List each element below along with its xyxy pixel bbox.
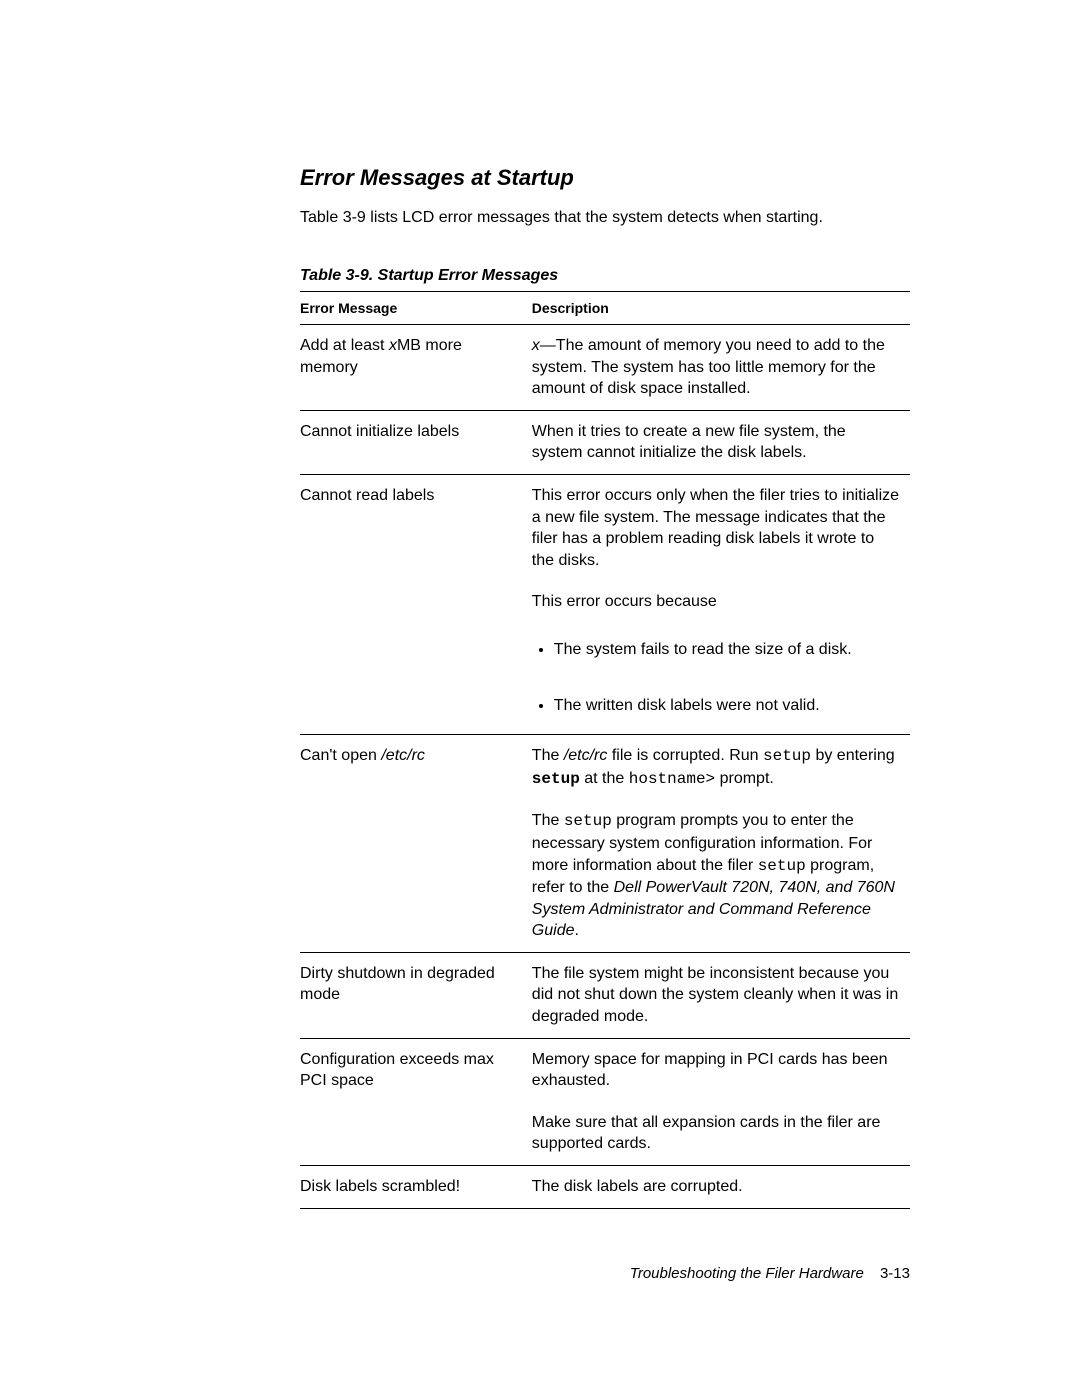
header-description: Description bbox=[532, 292, 910, 325]
table-row: This error occurs because bbox=[300, 581, 910, 623]
page-number: 3-13 bbox=[880, 1265, 910, 1282]
footer-title: Troubleshooting the Filer Hardware bbox=[630, 1265, 864, 1282]
command: setup bbox=[564, 812, 612, 830]
table-row: Can't open /etc/rc The /etc/rc file is c… bbox=[300, 735, 910, 801]
text: by entering bbox=[811, 747, 895, 764]
file-path: /etc/rc bbox=[564, 747, 608, 764]
error-message-cell: Add at least xMB more memory bbox=[300, 325, 532, 411]
error-message-cell: Cannot read labels bbox=[300, 474, 532, 581]
table-row: Disk labels scrambled! The disk labels a… bbox=[300, 1166, 910, 1209]
table-row: Add at least xMB more memory x—The amoun… bbox=[300, 325, 910, 411]
description-cell: The setup program prompts you to enter t… bbox=[532, 800, 910, 952]
text: at the bbox=[580, 770, 629, 787]
text: The bbox=[532, 747, 564, 764]
text: . bbox=[575, 922, 579, 939]
document-page: Error Messages at Startup Table 3-9 list… bbox=[0, 0, 1080, 1209]
description-cell: The disk labels are corrupted. bbox=[532, 1166, 910, 1209]
text: Add at least bbox=[300, 337, 389, 354]
text: The bbox=[532, 812, 564, 829]
description-cell: Memory space for mapping in PCI cards ha… bbox=[532, 1038, 910, 1102]
file-path: /etc/rc bbox=[381, 747, 425, 764]
variable: x bbox=[389, 337, 397, 354]
command: setup bbox=[763, 747, 811, 765]
bullet-list: The system fails to read the size of a d… bbox=[532, 639, 900, 661]
list-item: The system fails to read the size of a d… bbox=[554, 639, 900, 661]
prompt: hostname> bbox=[629, 770, 715, 788]
table-header-row: Error Message Description bbox=[300, 292, 910, 325]
table-row: Make sure that all expansion cards in th… bbox=[300, 1102, 910, 1166]
table-row: The written disk labels were not valid. bbox=[300, 679, 910, 735]
description-cell: This error occurs because bbox=[532, 581, 910, 623]
description-cell: The file system might be inconsistent be… bbox=[532, 952, 910, 1038]
error-message-cell: Cannot initialize labels bbox=[300, 410, 532, 474]
description-cell: When it tries to create a new file syste… bbox=[532, 410, 910, 474]
description-cell: Make sure that all expansion cards in th… bbox=[532, 1102, 910, 1166]
table-row: Cannot initialize labels When it tries t… bbox=[300, 410, 910, 474]
table-row: Cannot read labels This error occurs onl… bbox=[300, 474, 910, 581]
text: prompt. bbox=[715, 770, 774, 787]
section-title: Error Messages at Startup bbox=[300, 165, 910, 191]
description-cell: The written disk labels were not valid. bbox=[532, 679, 910, 735]
error-message-cell: Disk labels scrambled! bbox=[300, 1166, 532, 1209]
text: file is corrupted. Run bbox=[607, 747, 763, 764]
error-message-cell bbox=[300, 581, 532, 623]
error-message-cell: Dirty shutdown in degraded mode bbox=[300, 952, 532, 1038]
list-item: The written disk labels were not valid. bbox=[554, 695, 900, 717]
table-row: Dirty shutdown in degraded mode The file… bbox=[300, 952, 910, 1038]
text: —The amount of memory you need to add to… bbox=[532, 337, 885, 397]
table-row: The system fails to read the size of a d… bbox=[300, 623, 910, 679]
error-message-cell bbox=[300, 623, 532, 679]
error-message-cell bbox=[300, 800, 532, 952]
table-row: The setup program prompts you to enter t… bbox=[300, 800, 910, 952]
startup-error-table: Error Message Description Add at least x… bbox=[300, 291, 910, 1209]
page-footer: Troubleshooting the Filer Hardware 3-13 bbox=[630, 1265, 910, 1282]
error-message-cell: Can't open /etc/rc bbox=[300, 735, 532, 801]
text: Can't open bbox=[300, 747, 381, 764]
variable: x bbox=[532, 337, 540, 354]
error-message-cell: Configuration exceeds max PCI space bbox=[300, 1038, 532, 1102]
description-cell: x—The amount of memory you need to add t… bbox=[532, 325, 910, 411]
intro-paragraph: Table 3-9 lists LCD error messages that … bbox=[300, 209, 910, 227]
bullet-list: The written disk labels were not valid. bbox=[532, 695, 900, 717]
description-cell: This error occurs only when the filer tr… bbox=[532, 474, 910, 581]
command: setup bbox=[532, 770, 580, 788]
description-cell: The system fails to read the size of a d… bbox=[532, 623, 910, 679]
command: setup bbox=[758, 857, 806, 875]
table-caption: Table 3-9. Startup Error Messages bbox=[300, 267, 910, 285]
header-error-message: Error Message bbox=[300, 292, 532, 325]
error-message-cell bbox=[300, 679, 532, 735]
table-row: Configuration exceeds max PCI space Memo… bbox=[300, 1038, 910, 1102]
error-message-cell bbox=[300, 1102, 532, 1166]
description-cell: The /etc/rc file is corrupted. Run setup… bbox=[532, 735, 910, 801]
